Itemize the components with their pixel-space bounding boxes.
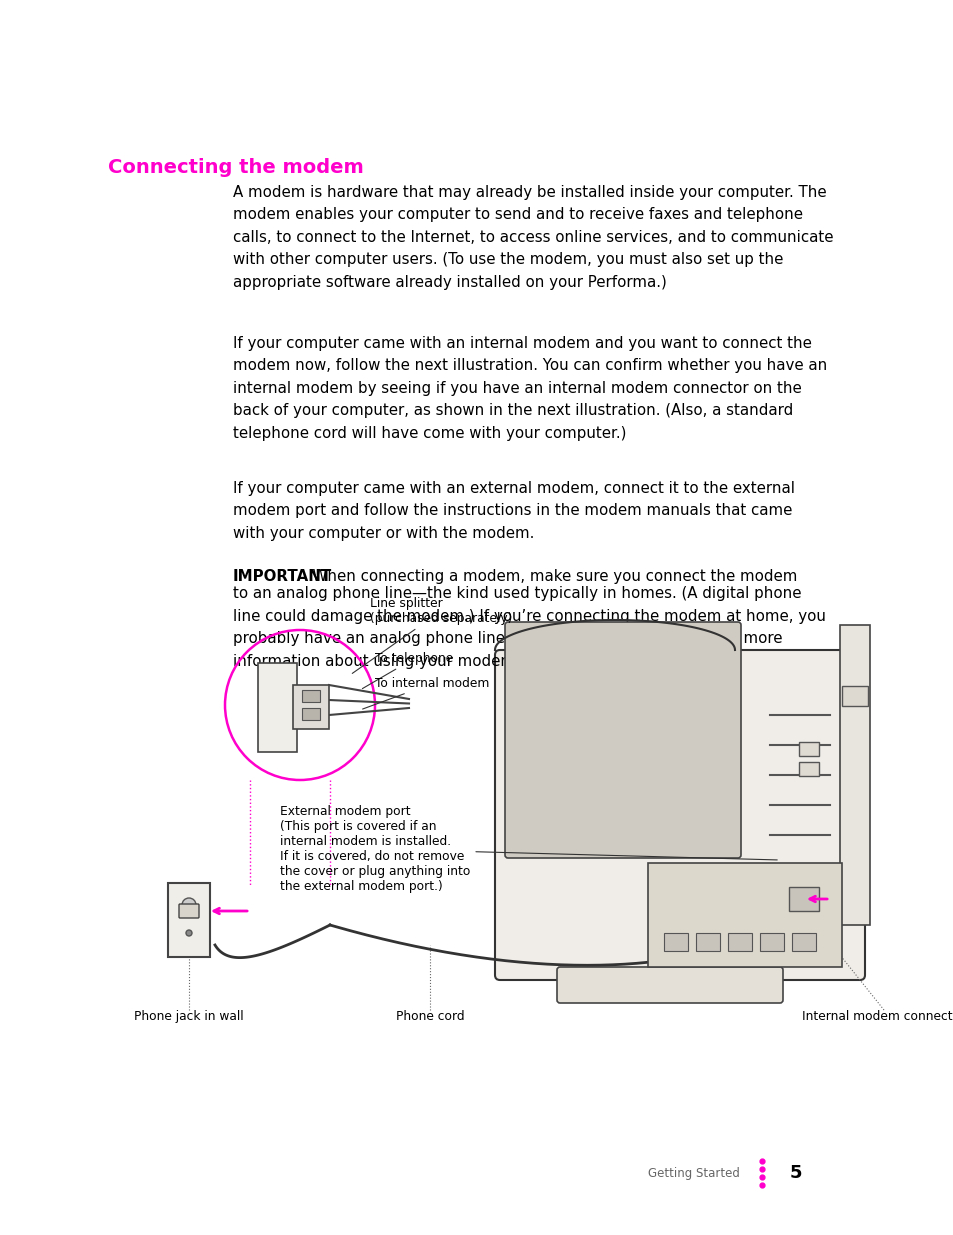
FancyBboxPatch shape: [799, 742, 818, 756]
FancyBboxPatch shape: [791, 932, 815, 951]
FancyBboxPatch shape: [504, 622, 740, 858]
Text: 5: 5: [789, 1165, 801, 1182]
FancyBboxPatch shape: [168, 883, 210, 957]
FancyBboxPatch shape: [179, 904, 199, 918]
FancyBboxPatch shape: [293, 685, 329, 729]
FancyBboxPatch shape: [302, 690, 319, 701]
FancyBboxPatch shape: [841, 685, 867, 706]
FancyBboxPatch shape: [495, 650, 864, 981]
Circle shape: [186, 930, 192, 936]
FancyBboxPatch shape: [663, 932, 687, 951]
FancyBboxPatch shape: [302, 708, 319, 720]
Text: To internal modem: To internal modem: [362, 677, 489, 709]
Circle shape: [182, 898, 195, 911]
FancyBboxPatch shape: [257, 663, 296, 752]
FancyBboxPatch shape: [696, 932, 720, 951]
Text: Internal modem connector: Internal modem connector: [801, 1010, 953, 1023]
FancyBboxPatch shape: [788, 887, 818, 911]
Text: If your computer came with an internal modem and you want to connect the
modem n: If your computer came with an internal m…: [233, 336, 826, 441]
FancyBboxPatch shape: [647, 863, 841, 967]
Text: Connecting the modem: Connecting the modem: [108, 158, 363, 177]
FancyBboxPatch shape: [557, 967, 782, 1003]
Text: If your computer came with an external modem, connect it to the external
modem p: If your computer came with an external m…: [233, 480, 794, 541]
Text: To telephone: To telephone: [362, 652, 453, 689]
Text: Getting Started: Getting Started: [647, 1167, 740, 1179]
FancyBboxPatch shape: [727, 932, 751, 951]
Text: Phone jack in wall: Phone jack in wall: [134, 1010, 244, 1023]
Text: When connecting a modem, make sure you connect the modem: When connecting a modem, make sure you c…: [303, 569, 797, 584]
Text: A modem is hardware that may already be installed inside your computer. The
mode: A modem is hardware that may already be …: [233, 185, 833, 290]
Text: to an analog phone line—the kind used typically in homes. (A digital phone
line : to an analog phone line—the kind used ty…: [233, 587, 825, 669]
FancyBboxPatch shape: [799, 762, 818, 776]
Bar: [840, 625, 869, 925]
Text: IMPORTANT: IMPORTANT: [233, 569, 332, 584]
Text: Phone cord: Phone cord: [395, 1010, 464, 1023]
Text: Line splitter
(purchased separately): Line splitter (purchased separately): [352, 597, 512, 673]
Text: External modem port
(This port is covered if an
internal modem is installed.
If : External modem port (This port is covere…: [280, 805, 777, 893]
FancyBboxPatch shape: [760, 932, 783, 951]
